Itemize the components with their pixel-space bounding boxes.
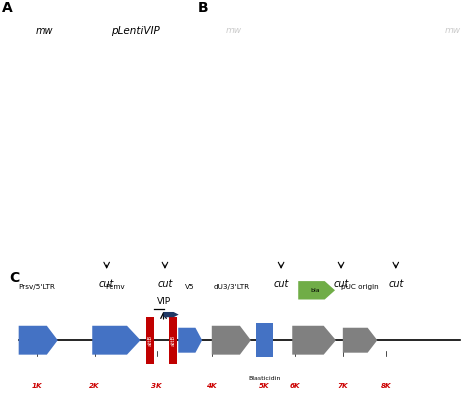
Bar [30,189,51,195]
Bar [146,316,155,364]
Bar [169,316,177,364]
Bar [96,173,118,178]
Text: B: B [198,1,208,15]
Text: V5: V5 [185,284,195,290]
Text: pUC origin: pUC origin [341,284,379,290]
Text: attB: attB [171,335,176,346]
Bar [155,192,174,196]
Bar [30,65,51,70]
Bar [219,223,242,228]
Text: dU3/3'LTR: dU3/3'LTR [213,284,250,290]
Bar [30,80,51,85]
Text: mw: mw [36,26,53,36]
Bar [30,123,51,128]
Bar [30,209,51,214]
Bar [219,61,242,65]
Bar [441,173,465,178]
Bar [267,154,295,158]
Text: Pcmv: Pcmv [105,284,125,290]
Text: gag/pol: gag/pol [264,26,298,35]
Bar [441,61,465,65]
Bar [30,94,51,99]
Text: Prsv/5'LTR: Prsv/5'LTR [18,284,55,290]
Bar [30,173,51,178]
Bar [219,47,242,51]
Bar [383,185,409,189]
Bar [441,190,465,194]
Text: 7K: 7K [337,383,348,389]
Text: 3K: 3K [151,383,162,389]
Bar [30,225,51,230]
Bar [219,207,242,211]
Bar [94,48,119,54]
Bar [94,64,119,71]
Bar [219,75,242,80]
Text: mw: mw [445,26,461,35]
Text: cut: cut [157,279,173,289]
Bar [441,156,465,161]
Bar [441,140,465,144]
Polygon shape [298,281,335,299]
Bar [328,169,354,172]
Bar [219,90,242,94]
Text: 2K: 2K [89,383,100,389]
Polygon shape [164,312,179,317]
Bar [219,123,242,127]
Bar [441,207,465,211]
Bar [30,156,51,161]
Text: Blasticidin: Blasticidin [248,376,281,380]
Bar [153,55,177,61]
Text: AmpR: AmpR [303,284,325,290]
Text: rev: rev [334,26,348,35]
Bar [30,108,51,113]
Text: attB: attB [148,335,153,346]
Bar [256,323,273,357]
Polygon shape [292,326,336,355]
Bar [30,139,51,144]
Text: cut: cut [273,279,289,289]
Text: cut: cut [99,279,114,289]
Text: pLentiVIP: pLentiVIP [111,26,160,36]
Polygon shape [18,326,58,355]
Text: cut: cut [333,279,349,289]
Polygon shape [343,328,377,353]
Text: 4K: 4K [207,383,217,389]
Text: A: A [2,1,12,15]
Bar [219,156,242,161]
Bar [441,106,465,111]
Text: 1K: 1K [32,383,42,389]
Bar [219,140,242,144]
Bar [219,106,242,111]
Bar [441,75,465,80]
Bar [219,173,242,178]
Bar [323,130,359,134]
Text: 6K: 6K [289,383,300,389]
Polygon shape [212,326,251,355]
Text: vsv-g: vsv-g [383,26,408,35]
Text: VIP: VIP [156,297,171,306]
Bar [264,61,298,65]
Bar [441,123,465,127]
Bar [323,113,359,118]
Bar [379,77,413,82]
Text: C: C [9,271,20,285]
Text: 5K: 5K [259,383,270,389]
Text: cut: cut [388,279,403,289]
Bar [441,223,465,228]
Bar [30,53,51,59]
Text: bla: bla [310,288,319,293]
Polygon shape [92,326,140,355]
Bar [441,90,465,94]
Bar [441,47,465,51]
Text: 8K: 8K [381,383,392,389]
Bar [30,41,51,47]
Polygon shape [178,328,202,353]
Bar [382,140,410,144]
Bar [153,84,177,89]
Bar [219,190,242,194]
Text: mw: mw [226,26,242,35]
Bar [379,94,413,99]
Bar [264,44,298,49]
